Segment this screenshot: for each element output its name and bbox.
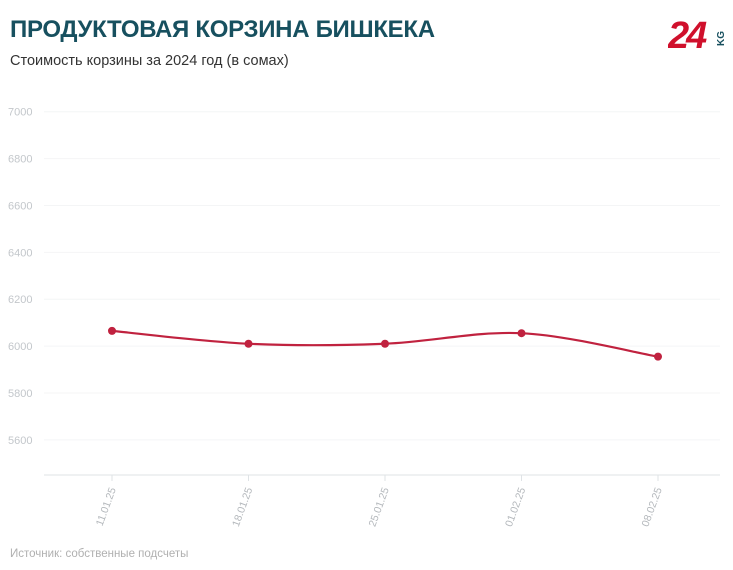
data-point[interactable] [517, 329, 526, 338]
logo-suffix: KG [716, 31, 726, 46]
x-axis: 11.01.25 18.01.25 25.01.25 01.02.25 08.02.25 [44, 474, 720, 529]
x-tick-label: 25.01.25 [367, 486, 392, 529]
y-axis-ticks: 5600 5800 6000 6200 6400 6600 6800 7000 [8, 107, 32, 447]
y-tick-label: 6200 [8, 294, 32, 306]
x-tick-label: 11.01.25 [94, 486, 119, 528]
brand-logo-24kg[interactable]: 24 KG [668, 14, 726, 54]
x-tick-label: 18.01.25 [230, 486, 255, 529]
y-tick-label: 6600 [8, 200, 32, 212]
y-tick-label: 6000 [8, 341, 32, 353]
series-layer [108, 326, 662, 361]
x-tick-label: 01.02.25 [503, 486, 528, 529]
x-tick-label: 08.02.25 [640, 486, 665, 529]
logo-number: 24 [668, 15, 707, 54]
y-tick-label: 5600 [8, 435, 32, 447]
chart-subtitle: Стоимость корзины за 2024 год (в сомах) [10, 53, 289, 69]
gridlines [44, 111, 720, 441]
source-note: Источник: собственные подсчеты [10, 548, 189, 560]
y-tick-label: 5800 [8, 388, 32, 400]
y-tick-label: 7000 [8, 107, 32, 119]
data-point[interactable] [244, 339, 253, 348]
data-point[interactable] [654, 352, 662, 361]
data-point[interactable] [381, 339, 389, 348]
data-point[interactable] [108, 326, 116, 335]
y-tick-label: 6400 [8, 247, 32, 259]
chart-title: ПРОДУКТОВАЯ КОРЗИНА БИШКЕКА [10, 16, 435, 43]
y-tick-label: 6800 [8, 154, 32, 166]
